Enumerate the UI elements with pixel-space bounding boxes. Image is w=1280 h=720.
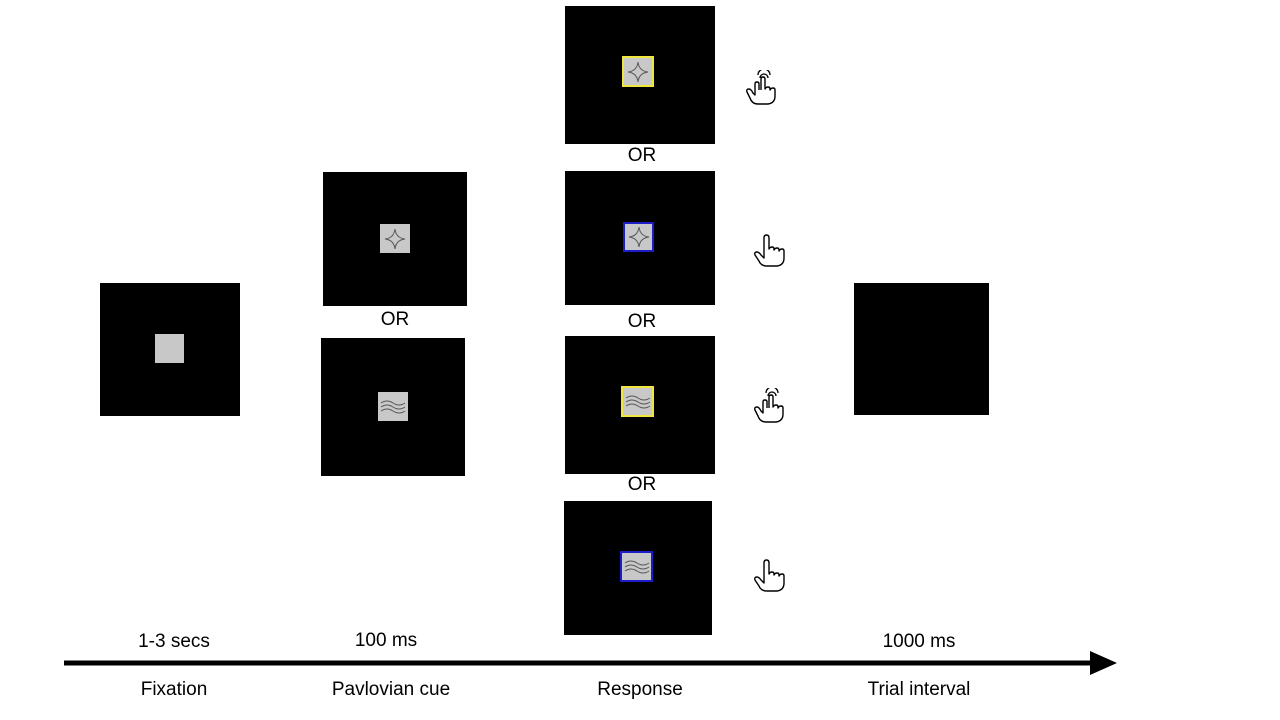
wave-icon [625, 395, 650, 408]
star-icon [384, 228, 406, 249]
response-screen-wave-yellow [565, 336, 715, 474]
stage-label-fixation: Fixation [140, 679, 208, 700]
fixation-duration: 1-3 secs [138, 631, 210, 652]
cue-stimulus-star [380, 224, 410, 253]
fixation-screen [100, 283, 240, 416]
wave-icon [380, 400, 406, 413]
star-icon [627, 61, 649, 82]
or-separator: OR [627, 311, 657, 332]
response-stimulus-star-yellow-frame [622, 56, 654, 87]
response-stimulus-wave-yellow-frame [621, 386, 654, 417]
hand-click-icon [744, 70, 780, 106]
or-separator: OR [380, 309, 410, 330]
stage-label-trial-interval: Trial interval [867, 679, 971, 700]
response-screen-star-yellow [565, 6, 715, 144]
cue-screen-wave [321, 338, 465, 476]
or-separator: OR [627, 474, 657, 495]
hand-point-icon [752, 232, 788, 268]
hand-point-icon [752, 557, 788, 593]
star-icon [628, 226, 649, 248]
response-stimulus-wave-blue-frame [620, 551, 653, 582]
trial-interval-screen [854, 283, 989, 415]
stage-label-pavlovian-cue: Pavlovian cue [331, 679, 451, 700]
trial-interval-duration: 1000 ms [882, 631, 956, 652]
stage-label-response: Response [597, 679, 683, 700]
wave-icon [624, 560, 649, 573]
or-separator: OR [627, 145, 657, 166]
cue-screen-star [323, 172, 467, 306]
response-screen-star-blue [565, 171, 715, 305]
fixation-square [155, 334, 184, 363]
hand-click-icon [752, 388, 788, 424]
response-stimulus-star-blue-frame [623, 222, 654, 252]
response-screen-wave-blue [564, 501, 712, 635]
pavlovian-cue-duration: 100 ms [354, 630, 418, 651]
cue-stimulus-wave [378, 392, 408, 421]
